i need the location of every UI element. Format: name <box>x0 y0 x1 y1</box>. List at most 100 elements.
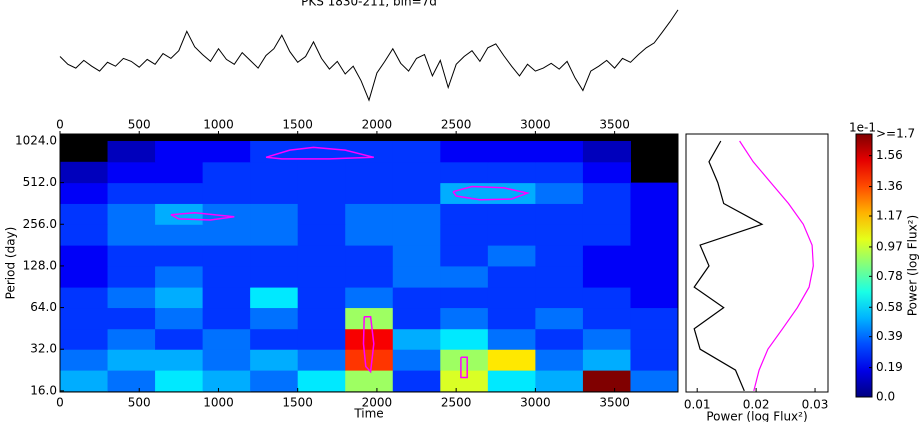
heatmap-cell <box>345 328 394 350</box>
heatmap-cell <box>202 182 251 204</box>
heatmap-cell <box>440 161 489 184</box>
y-tick-label: 128.0 <box>23 258 57 272</box>
heatmap-cell <box>345 307 394 330</box>
heatmap-cell <box>392 265 441 288</box>
heatmap-cell <box>107 203 156 225</box>
heatmap-cell <box>487 349 536 371</box>
x-tick-label: 0 <box>56 118 64 132</box>
heatmap-cell <box>345 265 394 288</box>
heatmap-cell <box>392 182 441 204</box>
plot-frame <box>685 133 829 393</box>
heatmap-cell <box>107 328 156 350</box>
heatmap-cell <box>630 307 679 330</box>
colorbar-tick-label: 0.19 <box>876 360 903 374</box>
heatmap-cell <box>582 203 631 225</box>
heatmap-cell <box>155 140 204 163</box>
y-axis-label: Period (day) <box>4 227 18 300</box>
power-line <box>739 140 814 392</box>
x-tick-label: 3000 <box>520 118 551 132</box>
heatmap-cell <box>345 161 394 184</box>
significance-contour <box>452 185 531 201</box>
heatmap-cell <box>250 224 299 246</box>
heatmap-cell <box>582 182 631 204</box>
heatmap-cell <box>155 349 204 371</box>
heatmap-cell <box>535 140 584 163</box>
heatmap-cell <box>630 328 679 350</box>
heatmap-cell <box>487 161 536 184</box>
heatmap-cell <box>345 287 394 309</box>
heatmap-cell <box>202 265 251 288</box>
x-tick-label: 500 <box>128 118 151 132</box>
heatmap-cell <box>440 182 489 204</box>
heatmap-cell <box>535 328 584 350</box>
y-tick-label: 16.0 <box>30 383 57 397</box>
heatmap-cell <box>155 328 204 350</box>
heatmap-cell <box>155 245 204 267</box>
heatmap-cell <box>487 203 536 225</box>
heatmap-cell <box>630 370 679 392</box>
x-axis-label: Time <box>353 407 383 421</box>
x-tick-label: 2000 <box>362 396 393 410</box>
heatmap-cell <box>297 287 346 309</box>
heatmap-cell <box>582 224 631 246</box>
heatmap-cell <box>440 307 489 330</box>
x-tick-label: 0.01 <box>684 398 711 412</box>
heatmap-cell <box>60 349 109 371</box>
heatmap-cell <box>345 349 394 371</box>
heatmap-cell <box>487 265 536 288</box>
heatmap-cell <box>535 307 584 330</box>
heatmap-cell <box>60 328 109 350</box>
heatmap-cell <box>250 265 299 288</box>
light-curve <box>59 9 679 102</box>
heatmap-cell <box>345 140 394 163</box>
significance-contour <box>362 315 375 374</box>
x-tick-label: 0.03 <box>802 398 829 412</box>
heatmap-cell <box>297 203 346 225</box>
heatmap-cell <box>155 287 204 309</box>
y-tick-label: 512.0 <box>23 175 57 189</box>
heatmap-cell <box>250 287 299 309</box>
significance-contour <box>265 146 374 160</box>
heatmap-cell <box>392 224 441 246</box>
heatmap-cell <box>202 328 251 350</box>
heatmap-cell <box>582 161 631 184</box>
x-tick-label: 3500 <box>599 396 630 410</box>
colorbar-tick-label: 0.78 <box>876 269 903 283</box>
heatmap-cell <box>345 182 394 204</box>
colorbar-tick-label: >=1.7 <box>876 127 915 141</box>
heatmap-cell <box>487 245 536 267</box>
heatmap-cell <box>487 224 536 246</box>
heatmap-cell <box>487 287 536 309</box>
heatmap-cell <box>535 349 584 371</box>
heatmap-cell <box>202 287 251 309</box>
heatmap-cell <box>202 370 251 392</box>
colorbar-tick-label: 0.0 <box>876 390 895 404</box>
heatmap-cell <box>297 307 346 330</box>
y-tick-label: 256.0 <box>23 217 57 231</box>
heatmap-cell <box>392 287 441 309</box>
heatmap-cell <box>630 349 679 371</box>
heatmap-cell <box>107 370 156 392</box>
heatmap-cell <box>630 203 679 225</box>
heatmap-cell <box>582 265 631 288</box>
x-tick-label: 0.02 <box>743 398 770 412</box>
colorbar-tick-label: 1.56 <box>876 148 903 162</box>
heatmap-cell <box>107 349 156 371</box>
heatmap-cell <box>582 140 631 163</box>
heatmap-cell <box>250 182 299 204</box>
heatmap-cell <box>107 161 156 184</box>
heatmap-cell <box>630 245 679 267</box>
heatmap-cell <box>535 265 584 288</box>
significance-contour <box>460 356 468 379</box>
heatmap-cell <box>250 307 299 330</box>
heatmap-cell <box>297 328 346 350</box>
colorbar-tick-label: 0.97 <box>876 239 903 253</box>
heatmap-cell <box>535 203 584 225</box>
heatmap-cell <box>582 245 631 267</box>
heatmap-cell <box>345 203 394 225</box>
heatmap-cell <box>582 328 631 350</box>
heatmap-cell <box>250 245 299 267</box>
heatmap-cell <box>202 161 251 184</box>
heatmap-cell <box>60 203 109 225</box>
